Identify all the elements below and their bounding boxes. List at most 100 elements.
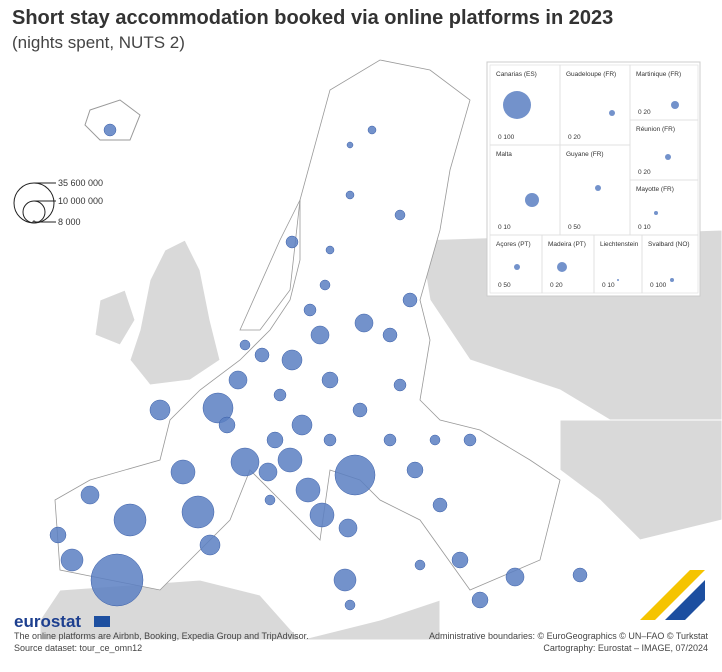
bubble (670, 278, 674, 282)
bubble (345, 190, 355, 200)
bubble (239, 339, 251, 351)
inset-name: Svalbard (NO) (648, 241, 690, 248)
bubble (617, 279, 619, 281)
decoration (640, 570, 705, 620)
bubble (230, 447, 260, 477)
bubble (383, 433, 397, 447)
legend-label: 8 000 (58, 217, 81, 227)
legend: 35 600 000 10 000 000 8 000 (13, 178, 103, 227)
bubble (149, 399, 171, 421)
bubble (277, 447, 303, 473)
cartography: Cartography: Eurostat – IMAGE, 07/2024 (543, 643, 708, 653)
inset-scale: 0 10 (498, 224, 511, 231)
bubbles (49, 123, 588, 611)
bubble (463, 433, 477, 447)
bubble (572, 567, 588, 583)
bubble (414, 559, 426, 571)
bubble (393, 378, 407, 392)
bubble (671, 101, 679, 109)
bubble (432, 497, 448, 513)
bubble (344, 599, 356, 611)
bubble (281, 349, 303, 371)
bubble (654, 211, 658, 215)
bubble (295, 477, 321, 503)
bubble (338, 518, 358, 538)
bubble (505, 567, 525, 587)
bubble (451, 551, 469, 569)
bubble (218, 416, 236, 434)
bubble (309, 502, 335, 528)
decoration (665, 580, 705, 620)
boundaries: Administrative boundaries: © EuroGeograp… (429, 631, 709, 641)
bubble (49, 526, 67, 544)
bubble (402, 292, 418, 308)
bubble (254, 347, 270, 363)
bubble (285, 235, 299, 249)
inset-name: Guyane (FR) (566, 151, 604, 158)
bubble (609, 110, 615, 116)
bubble (595, 185, 601, 191)
inset-scale: 0 20 (550, 282, 563, 289)
bubble (334, 454, 376, 496)
bubble (394, 209, 406, 221)
bubble (352, 402, 368, 418)
inset-name: Guadeloupe (FR) (566, 71, 616, 78)
bubble (266, 431, 284, 449)
bubble (258, 462, 278, 482)
bubble (303, 303, 317, 317)
bubble (90, 553, 144, 607)
bubble (181, 495, 215, 529)
inset-scale: 0 100 (498, 134, 515, 141)
insets: Canarias (ES) 0 100 Guadeloupe (FR) 0 20 Mar… (486, 61, 701, 297)
bubble (471, 591, 489, 609)
bubble (429, 434, 441, 446)
inset-name: Réunion (FR) (636, 126, 675, 133)
bubble (514, 264, 520, 270)
legend-label: 10 000 000 (58, 196, 103, 206)
subtitle: (nights spent, NUTS 2) (12, 33, 185, 52)
inset-name: Liechtenstein (600, 241, 639, 248)
inset-name: Canarias (ES) (496, 71, 537, 78)
bubble (273, 388, 287, 402)
bubble (113, 503, 147, 537)
note: The online platforms are Airbnb, Booking… (14, 631, 309, 641)
source: Source dataset: tour_ce_omn12 (14, 643, 142, 653)
bubble (557, 262, 567, 272)
inset-scale: 0 10 (638, 224, 651, 231)
bubble (291, 414, 313, 436)
footer: eurostat The online platforms are Airbnb… (14, 570, 708, 653)
bubble (367, 125, 377, 135)
inset-name: Madeira (PT) (548, 241, 586, 248)
inset-scale: 0 20 (638, 169, 651, 176)
bubble (80, 485, 100, 505)
inset-scale: 0 20 (568, 134, 581, 141)
inset-scale: 0 100 (650, 282, 667, 289)
bubble (503, 91, 531, 119)
bubble (103, 123, 117, 137)
bubble (333, 568, 357, 592)
inset-scale: 0 20 (638, 109, 651, 116)
inset-scale: 0 50 (498, 282, 511, 289)
bubble (382, 327, 398, 343)
title: Short stay accommodation booked via onli… (12, 7, 613, 29)
bubble (264, 494, 276, 506)
bubble (228, 370, 248, 390)
inset-name: Açores (PT) (496, 241, 531, 248)
bubble (202, 392, 234, 424)
bubble (406, 461, 424, 479)
inset-scale: 0 10 (602, 282, 615, 289)
bubble (525, 193, 539, 207)
eu-flag (94, 616, 110, 627)
inset-name: Malta (496, 151, 512, 158)
inset-name: Martinique (FR) (636, 71, 681, 78)
bubble (319, 279, 331, 291)
bubble (325, 245, 335, 255)
bubble (323, 433, 337, 447)
bubble (60, 548, 84, 572)
inset-frame (641, 234, 699, 294)
bubble (170, 459, 196, 485)
bubble (199, 534, 221, 556)
inset-name: Mayotte (FR) (636, 186, 674, 193)
inset-scale: 0 50 (568, 224, 581, 231)
